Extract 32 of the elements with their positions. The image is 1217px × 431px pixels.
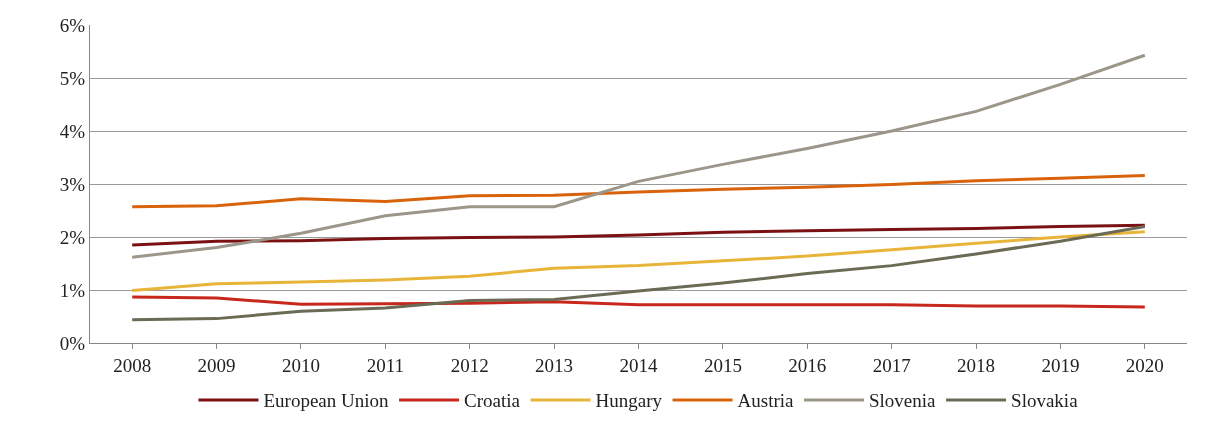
y-tick-label: 5% bbox=[59, 67, 86, 89]
y-tick-label: 2% bbox=[59, 226, 86, 248]
x-tick-label: 2010 bbox=[281, 354, 320, 376]
line-series bbox=[130, 230, 1147, 293]
x-tick-label: 2016 bbox=[788, 354, 827, 376]
x-tick-label: 2015 bbox=[703, 354, 742, 376]
y-tick-label: 4% bbox=[59, 120, 86, 142]
x-tick-label: 2018 bbox=[957, 354, 996, 376]
x-tick-label: 2012 bbox=[450, 354, 489, 376]
legend-label: Slovenia bbox=[869, 390, 937, 412]
x-tick-label: 2013 bbox=[535, 354, 574, 376]
line-series bbox=[130, 224, 1147, 322]
legend-label: Austria bbox=[737, 390, 795, 412]
x-tick-label: 2009 bbox=[197, 354, 236, 376]
x-tick-label: 2011 bbox=[366, 354, 404, 376]
x-tick-label: 2008 bbox=[113, 354, 152, 376]
line-series bbox=[130, 223, 1147, 247]
y-tick-label: 1% bbox=[59, 279, 86, 301]
x-tick-label: 2017 bbox=[872, 354, 911, 376]
legend-label: Croatia bbox=[464, 390, 521, 412]
legend-label: European Union bbox=[263, 390, 390, 412]
x-tick-label: 2014 bbox=[619, 354, 658, 376]
legend-label: Slovakia bbox=[1011, 390, 1079, 412]
line-series bbox=[130, 53, 1147, 259]
y-tick-label: 6% bbox=[59, 14, 86, 36]
y-tick-label: 3% bbox=[59, 173, 86, 195]
y-tick-label: 0% bbox=[59, 332, 86, 354]
legend-label: Hungary bbox=[595, 390, 663, 412]
line-series bbox=[130, 295, 1147, 309]
x-tick-label: 2019 bbox=[1041, 354, 1080, 376]
x-tick-label: 2020 bbox=[1125, 354, 1164, 376]
line-series bbox=[130, 174, 1147, 209]
